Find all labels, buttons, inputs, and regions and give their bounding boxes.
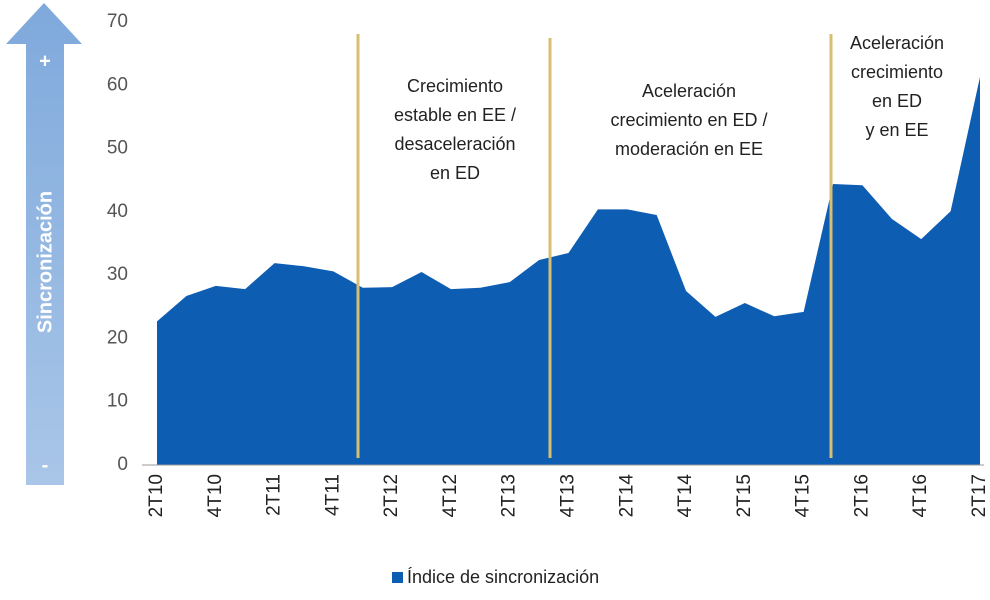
y-tick-label: 40 — [107, 201, 128, 222]
legend-swatch — [392, 572, 403, 583]
x-tick-label: 2T14 — [616, 474, 637, 518]
y-tick-label: 10 — [107, 391, 128, 412]
annotation: crecimiento — [851, 62, 943, 82]
x-tick-label: 4T14 — [675, 474, 696, 518]
y-tick-label: 70 — [107, 11, 128, 32]
x-tick-label: 4T12 — [440, 474, 461, 517]
x-tick-label: 2T17 — [969, 474, 990, 517]
annotation: en ED — [430, 163, 480, 183]
y-axis-label: Sincronización — [34, 191, 56, 333]
arrow-top: + — [39, 50, 51, 72]
annotation: y en EE — [865, 120, 928, 140]
x-tick-label: 4T10 — [205, 474, 226, 517]
annotation: crecimiento en ED / — [610, 110, 767, 130]
x-tick-label: 2T13 — [499, 474, 520, 517]
arrow-bottom: - — [42, 454, 49, 476]
annotation: en ED — [872, 91, 922, 111]
y-tick-label: 60 — [107, 74, 128, 95]
x-tick-label: 2T12 — [381, 474, 402, 517]
axis-arrow — [6, 3, 82, 485]
legend-label: Índice de sincronización — [407, 567, 599, 587]
x-tick-label: 2T10 — [146, 474, 167, 517]
y-tick-label: 50 — [107, 138, 128, 159]
annotation: desaceleración — [394, 134, 515, 154]
x-tick-label: 4T13 — [558, 474, 579, 517]
x-tick-label: 4T16 — [910, 474, 931, 517]
x-tick-label: 4T15 — [793, 474, 814, 517]
area — [157, 77, 980, 466]
y-tick-label: 20 — [107, 327, 128, 348]
annotation: estable en EE / — [394, 105, 516, 125]
annotation: Aceleración — [642, 81, 736, 101]
y-tick-label: 0 — [117, 454, 128, 475]
annotation: Crecimiento — [407, 76, 503, 96]
x-tick-label: 4T11 — [322, 474, 343, 516]
annotation: Aceleración — [850, 33, 944, 53]
x-tick-label: 2T15 — [734, 474, 755, 517]
x-tick-label: 2T16 — [851, 474, 872, 517]
y-tick-label: 30 — [107, 264, 128, 285]
x-tick-label: 2T11 — [264, 474, 285, 516]
annotation: moderación en EE — [615, 139, 763, 159]
